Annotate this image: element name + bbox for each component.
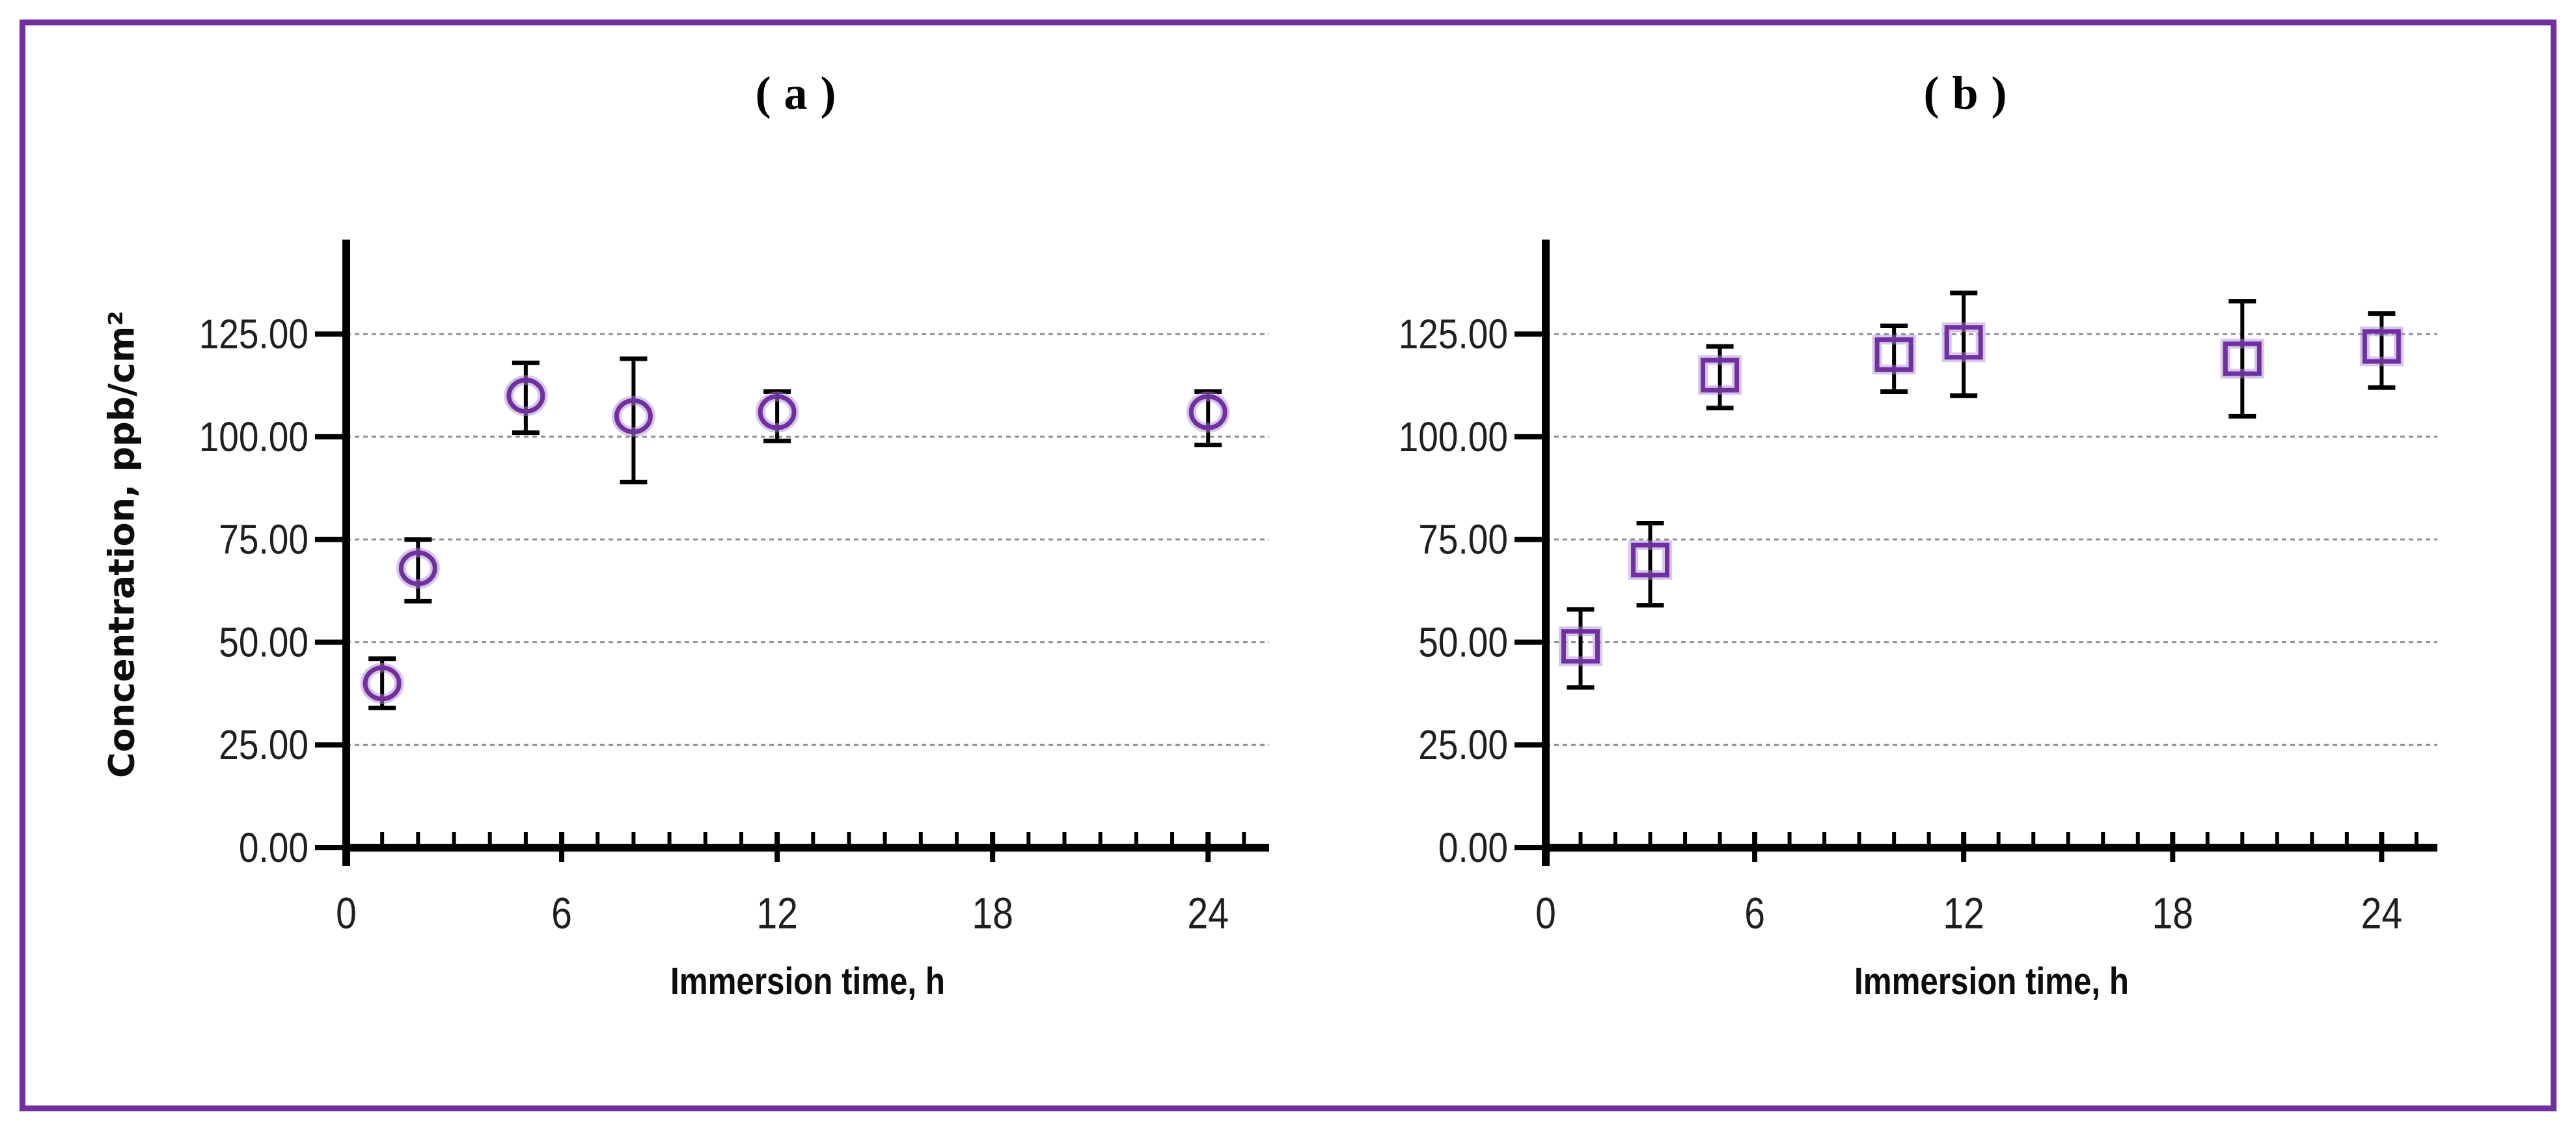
- x-tick-label: 12: [756, 889, 798, 938]
- x-tick-label: 6: [551, 889, 572, 938]
- data-point-square: [1631, 542, 1670, 577]
- data-point-circle: [363, 665, 402, 702]
- panel-a-title: ( a ): [755, 67, 837, 119]
- data-point-square: [1944, 325, 1983, 360]
- data-point-square: [1874, 337, 1913, 372]
- data-point-square: [1701, 357, 1740, 393]
- y-tick-label: 50.00: [1418, 619, 1508, 666]
- y-axis-title: Concentration, ppb/cm²: [101, 311, 143, 778]
- panel-b-x-axis-title: Immersion time, h: [1854, 960, 2129, 1003]
- x-tick-label: 6: [1744, 889, 1765, 938]
- data-point-square: [2223, 341, 2262, 376]
- data-point-circle: [398, 550, 437, 587]
- x-tick-label: 24: [2361, 889, 2403, 938]
- data-point-square: [1561, 629, 1600, 664]
- y-tick-label: 100.00: [199, 413, 308, 460]
- data-point-circle: [614, 398, 653, 434]
- panel-a-x-axis-title: Immersion time, h: [670, 960, 945, 1003]
- y-tick-label: 125.00: [1399, 311, 1508, 357]
- y-tick-label: 100.00: [1399, 413, 1508, 460]
- x-tick-label: 0: [1535, 889, 1556, 938]
- x-tick-label: 18: [972, 889, 1013, 938]
- data-point-circle: [758, 394, 797, 430]
- data-point-circle: [1188, 394, 1227, 430]
- x-tick-label: 12: [1943, 889, 1984, 938]
- y-tick-label: 75.00: [1418, 516, 1508, 563]
- data-point-square: [2362, 329, 2401, 364]
- figure-border: [20, 20, 2556, 1111]
- x-tick-label: 0: [336, 889, 357, 938]
- y-tick-label: 75.00: [219, 516, 308, 563]
- y-tick-label: 0.00: [239, 824, 308, 871]
- data-point-circle: [506, 378, 545, 414]
- y-tick-label: 25.00: [219, 721, 308, 768]
- y-tick-label: 50.00: [219, 619, 308, 666]
- y-tick-label: 0.00: [1438, 824, 1508, 871]
- x-tick-label: 24: [1187, 889, 1229, 938]
- y-tick-label: 25.00: [1418, 721, 1508, 768]
- y-tick-label: 125.00: [199, 311, 308, 357]
- panel-b-title: ( b ): [1923, 67, 2008, 119]
- x-tick-label: 18: [2152, 889, 2194, 938]
